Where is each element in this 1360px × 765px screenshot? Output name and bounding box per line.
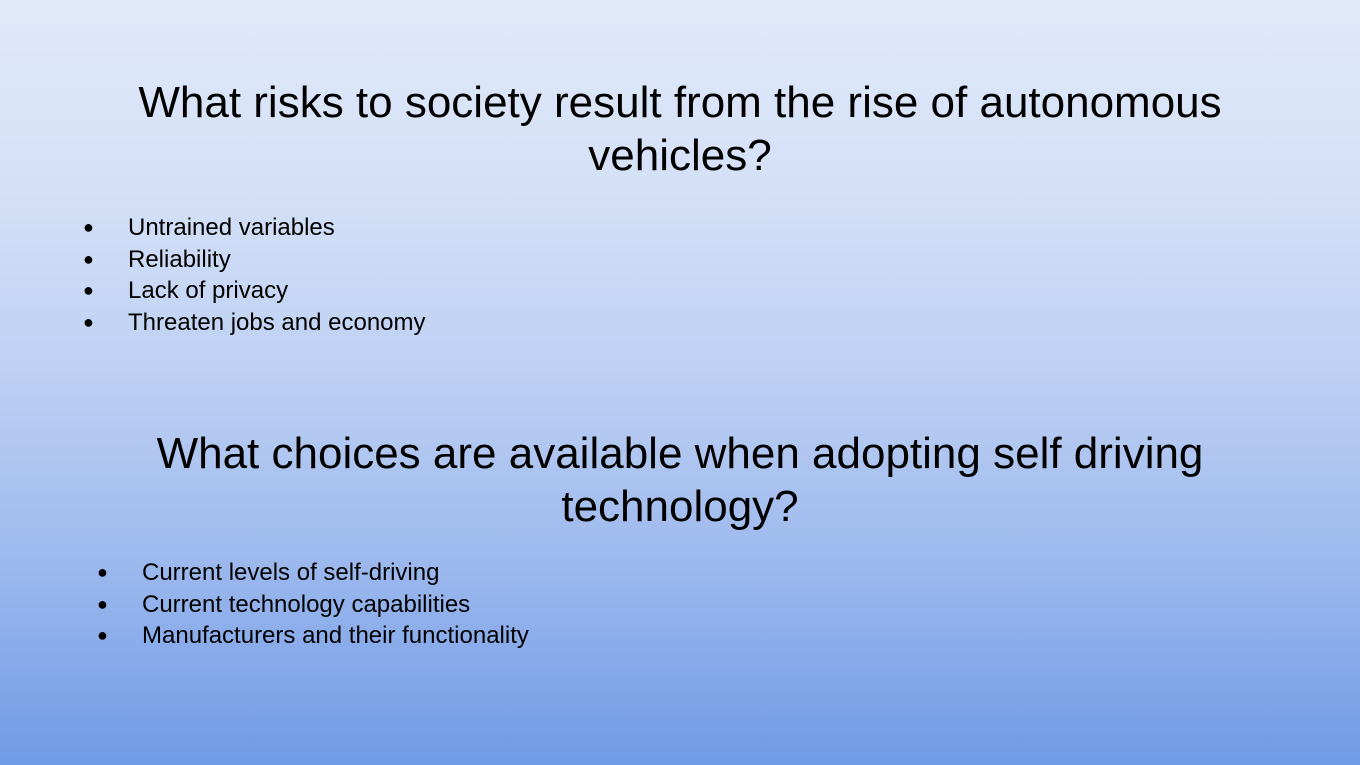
list-item: ● Manufacturers and their functionality [94, 620, 529, 652]
heading-line: technology? [561, 482, 799, 531]
list-item: ● Threaten jobs and economy [80, 307, 426, 339]
list-item-label: Current technology capabilities [142, 590, 471, 618]
bullet-icon: ● [97, 593, 108, 614]
list-item-label: Current levels of self-driving [142, 559, 440, 586]
choices-bullet-list: ● Current levels of self-driving ● Curre… [94, 557, 529, 652]
slide-heading-choices: What choices are available when adopting… [0, 427, 1360, 533]
list-item: ● Current technology capabilities [94, 589, 529, 621]
bullet-icon: ● [83, 312, 94, 333]
list-item: ● Lack of privacy [80, 275, 426, 307]
bullet-icon: ● [97, 625, 108, 646]
list-item: ● Untrained variables [80, 212, 426, 244]
heading-line: vehicles? [588, 131, 772, 180]
list-item-label: Untrained variables [128, 214, 335, 241]
list-item-label: Reliability [128, 245, 231, 273]
heading-line: What choices are available when adopting… [156, 429, 1204, 478]
bullet-icon: ● [83, 280, 94, 301]
bullet-icon: ● [97, 562, 108, 582]
heading-line: What risks to society result from the ri… [138, 78, 1222, 127]
list-item: ● Reliability [80, 244, 426, 276]
bullet-icon: ● [83, 248, 94, 269]
list-item-label: Manufacturers and their functionality [142, 622, 529, 650]
slide-heading-risks: What risks to society result from the ri… [0, 76, 1360, 182]
bullet-icon: ● [83, 217, 94, 237]
risks-bullet-list: ● Untrained variables ● Reliability ● La… [80, 212, 426, 339]
list-item-label: Threaten jobs and economy [128, 309, 426, 337]
list-item: ● Current levels of self-driving [94, 557, 529, 589]
list-item-label: Lack of privacy [128, 277, 289, 305]
